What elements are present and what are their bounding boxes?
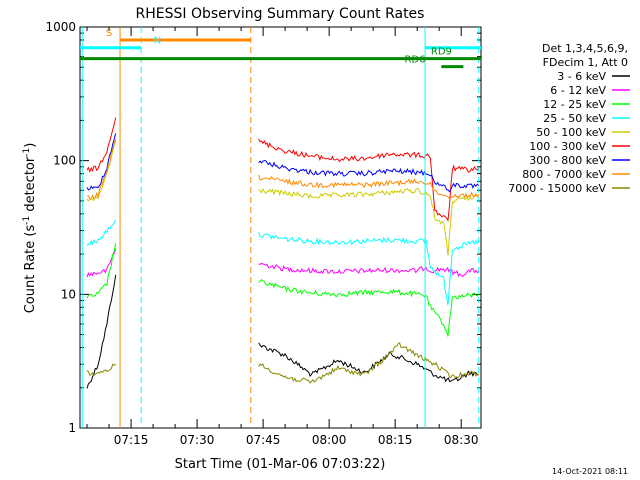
y-axis-label: Count Rate (s-1 detector-1) xyxy=(22,143,38,314)
legend-header-line-1: Det 1,3,4,5,6,9, xyxy=(542,42,628,55)
series-7-segment-0 xyxy=(86,138,117,200)
x-tick-label: 08:15 xyxy=(378,433,413,447)
series-7 xyxy=(86,138,480,200)
legend-label-6: 300 - 800 keV xyxy=(529,154,606,167)
series-8 xyxy=(86,342,480,384)
legend-label-1: 6 - 12 keV xyxy=(550,84,606,97)
series-7-segment-1 xyxy=(258,174,480,200)
series-6 xyxy=(86,133,480,193)
legend-label-4: 50 - 100 keV xyxy=(536,126,606,139)
series-1 xyxy=(86,248,480,278)
y-tick-label: 100 xyxy=(53,154,76,168)
legend-label-2: 12 - 25 keV xyxy=(543,98,606,111)
series-1-segment-1 xyxy=(258,262,480,278)
series-5-segment-0 xyxy=(86,117,117,173)
y-label-part-2: detector xyxy=(23,156,38,216)
x-axis-label: Start Time (01-Mar-06 07:03:22) xyxy=(175,457,386,472)
x-tick-label: 08:00 xyxy=(312,433,347,447)
x-tick-label: 08:30 xyxy=(444,433,479,447)
flag-label-RD6: RD6 xyxy=(404,55,425,66)
series-3 xyxy=(86,219,480,306)
series-2-segment-1 xyxy=(258,279,480,337)
series-6-segment-0 xyxy=(86,133,117,191)
legend: Det 1,3,4,5,6,9, FDecim 1, Att 0 3 - 6 k… xyxy=(508,42,630,195)
x-tick-label: 07:30 xyxy=(180,433,215,447)
series-6-segment-1 xyxy=(258,160,480,193)
series-5 xyxy=(86,117,480,222)
y-label-sup-1: -1 xyxy=(22,216,32,225)
y-tick-label: 1 xyxy=(68,421,76,435)
series-8-segment-1 xyxy=(258,342,480,384)
flag-label-N: N xyxy=(154,36,161,47)
y-label-part-3: ) xyxy=(23,143,38,148)
legend-label-0: 3 - 6 keV xyxy=(557,70,606,83)
legend-label-7: 800 - 7000 keV xyxy=(522,168,606,181)
y-label-part-1: Count Rate (s xyxy=(23,225,38,314)
timestamp: 14-Oct-2021 08:11 xyxy=(552,467,628,476)
y-label-sup-2: -1 xyxy=(22,148,32,157)
plot-frame xyxy=(79,26,482,429)
series-3-segment-1 xyxy=(258,232,480,306)
y-tick-label: 1000 xyxy=(45,20,76,34)
series-8-segment-0 xyxy=(86,363,116,377)
series-3-segment-0 xyxy=(86,219,117,246)
x-tick-label: 07:45 xyxy=(246,433,281,447)
flag-label-RD9: RD9 xyxy=(431,47,452,58)
legend-label-5: 100 - 300 keV xyxy=(529,140,606,153)
legend-header-line-2: FDecim 1, Att 0 xyxy=(543,56,628,69)
series-0-segment-0 xyxy=(86,274,117,389)
flag-label-S: S xyxy=(106,28,112,39)
x-tick-label: 07:15 xyxy=(114,433,149,447)
plot-area: 1 10 100 1000 07:15 07:30 07:45 08:00 08:15 08:30… xyxy=(45,20,482,447)
series-5-segment-1 xyxy=(258,138,480,222)
y-tick-label: 10 xyxy=(61,287,76,301)
series-0-segment-1 xyxy=(258,342,479,383)
legend-label-3: 25 - 50 keV xyxy=(543,112,606,125)
series-0 xyxy=(86,274,479,389)
series-1-segment-0 xyxy=(86,248,117,278)
series-2 xyxy=(86,243,480,337)
chart-title: RHESSI Observing Summary Count Rates xyxy=(136,6,425,22)
series-2-segment-0 xyxy=(86,243,117,299)
legend-label-8: 7000 - 15000 keV xyxy=(508,182,606,195)
series-4-segment-1 xyxy=(258,187,480,256)
